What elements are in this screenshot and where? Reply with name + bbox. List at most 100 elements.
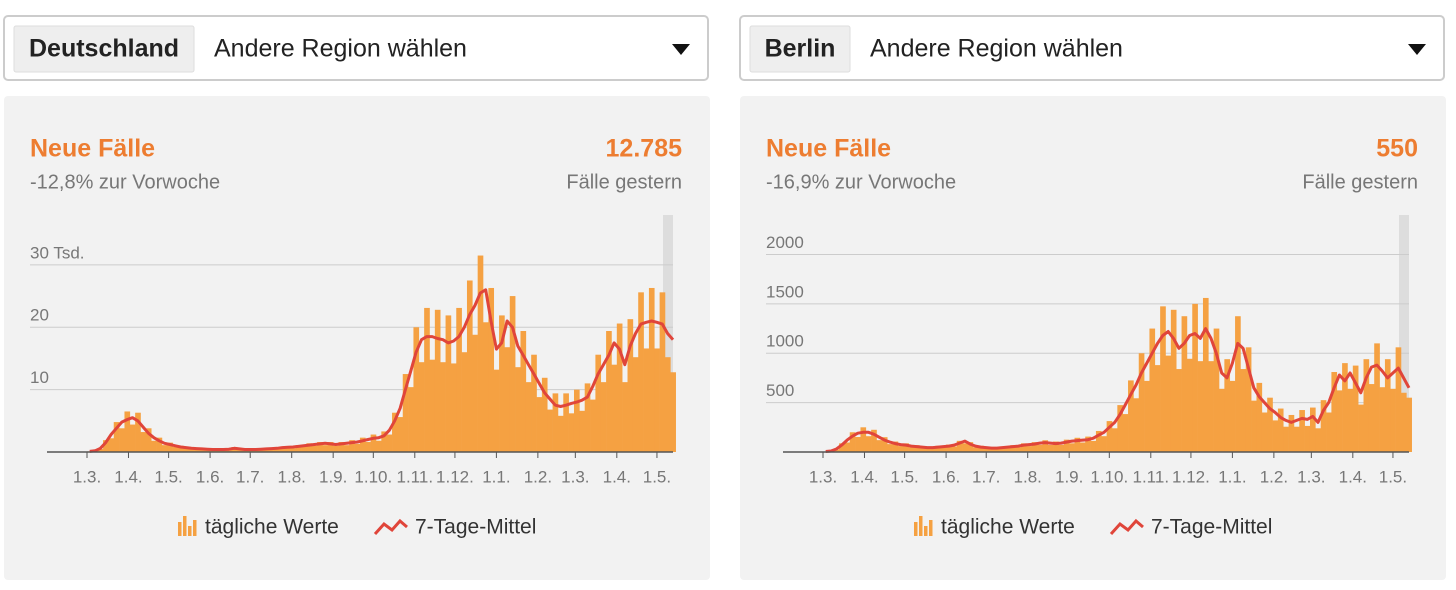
daily-bar	[151, 440, 157, 452]
x-tick-label: 1.4.	[603, 467, 631, 486]
daily-bar	[648, 287, 655, 452]
region-dropdown[interactable]: Berlin Andere Region wählen	[739, 15, 1445, 81]
legend-icon	[919, 516, 923, 536]
chart-title: Neue Fälle	[766, 135, 891, 163]
daily-bar	[1363, 359, 1370, 452]
daily-bar	[654, 348, 660, 452]
daily-bar	[579, 410, 585, 452]
daily-bar	[97, 448, 104, 452]
daily-bar	[408, 387, 414, 452]
daily-bar	[488, 287, 495, 452]
daily-bar	[1395, 347, 1402, 452]
dropdown-text: Andere Region wählen	[214, 35, 467, 63]
x-tick-label: 1.4.	[114, 467, 142, 486]
daily-bar	[1149, 328, 1156, 452]
daily-bar	[595, 354, 602, 452]
daily-bar	[1277, 408, 1284, 452]
daily-bar	[876, 440, 883, 452]
legend-label: tägliche Werte	[205, 516, 339, 539]
panel: Deutschland Andere Region wählen Neue Fäll…	[3, 15, 710, 580]
region-dropdown[interactable]: Deutschland Andere Region wählen	[3, 15, 709, 81]
daily-bar	[972, 447, 979, 452]
daily-bar	[1154, 365, 1161, 452]
daily-bar	[359, 437, 366, 452]
stat-caption: Fälle gestern	[566, 171, 682, 193]
avg-line	[89, 288, 675, 453]
daily-bar	[194, 449, 200, 452]
x-tick-label: 1.1.	[482, 467, 510, 486]
legend: tägliche Werte 7-Tage-Mittel	[178, 516, 536, 539]
daily-bar	[903, 443, 909, 452]
x-tick-label: 1.10.	[354, 467, 392, 486]
daily-bar	[930, 448, 936, 452]
daily-bar	[504, 347, 511, 452]
daily-bar	[536, 397, 543, 452]
daily-bar	[1251, 400, 1257, 452]
legend-icon	[373, 518, 408, 536]
daily-bar	[1106, 421, 1113, 452]
daily-bar	[1186, 358, 1193, 452]
daily-bar	[1384, 359, 1391, 452]
daily-bar	[600, 382, 607, 452]
daily-bar	[311, 445, 318, 452]
daily-bar	[204, 449, 211, 452]
daily-bar	[1063, 439, 1070, 452]
daily-bar	[1047, 444, 1054, 452]
y-tick-label: 500	[766, 381, 794, 400]
daily-bar	[386, 434, 393, 452]
x-tick-label: 1.8.	[278, 467, 306, 486]
daily-bar	[103, 440, 109, 452]
x-tick-label: 1.7.	[972, 467, 1000, 486]
daily-bar	[946, 444, 952, 452]
daily-bar	[1090, 440, 1097, 452]
daily-bar	[338, 442, 345, 452]
daily-bar	[290, 448, 297, 452]
x-tick-label: 1.3.	[73, 467, 101, 486]
daily-bar	[531, 354, 537, 452]
x-tick-label: 1.8.	[1014, 467, 1042, 486]
daily-bar	[1058, 444, 1065, 452]
daily-bar	[568, 413, 575, 452]
incomplete-days	[1399, 215, 1409, 452]
legend: tägliche Werte 7-Tage-Mittel	[914, 516, 1272, 539]
x-tick-label: 1.2.	[1260, 467, 1288, 486]
x-tick-label: 1.4.	[850, 467, 878, 486]
daily-bar	[1208, 361, 1214, 452]
daily-bar	[322, 445, 329, 452]
daily-bar	[978, 445, 984, 452]
card	[740, 96, 1446, 580]
y-tick-label: 20	[30, 306, 49, 325]
daily-bar	[892, 441, 899, 452]
legend-icon	[929, 520, 933, 536]
daily-bar	[466, 280, 473, 452]
daily-bar	[611, 364, 618, 452]
daily-bar	[994, 448, 1000, 452]
daily-bar	[520, 331, 527, 452]
daily-bar	[584, 383, 591, 452]
daily-bar	[295, 445, 302, 452]
stat-value: 12.785	[606, 135, 683, 163]
daily-bar	[919, 448, 925, 452]
legend-icon	[183, 516, 187, 536]
daily-bar	[1342, 363, 1348, 452]
daily-bar	[1358, 404, 1364, 452]
daily-bar	[1074, 437, 1081, 452]
daily-bar	[456, 307, 462, 452]
daily-bar	[333, 445, 339, 452]
daily-bar	[833, 449, 840, 452]
daily-bar	[1128, 380, 1134, 452]
daily-bar	[951, 446, 958, 452]
x-tick-label: 1.5.	[154, 467, 182, 486]
daily-bar	[881, 437, 888, 452]
daily-bar	[935, 445, 942, 452]
daily-bar	[1042, 440, 1049, 452]
daily-bar	[268, 449, 275, 452]
region-name: Berlin	[765, 35, 836, 63]
daily-bar	[1160, 306, 1166, 452]
y-tick-label: 30 Tsd.	[30, 243, 85, 262]
daily-bar	[258, 449, 264, 452]
legend-icon	[188, 526, 192, 536]
daily-bar	[215, 450, 222, 452]
x-tick-label: 1.4.	[1339, 467, 1367, 486]
region-name: Deutschland	[29, 35, 179, 63]
